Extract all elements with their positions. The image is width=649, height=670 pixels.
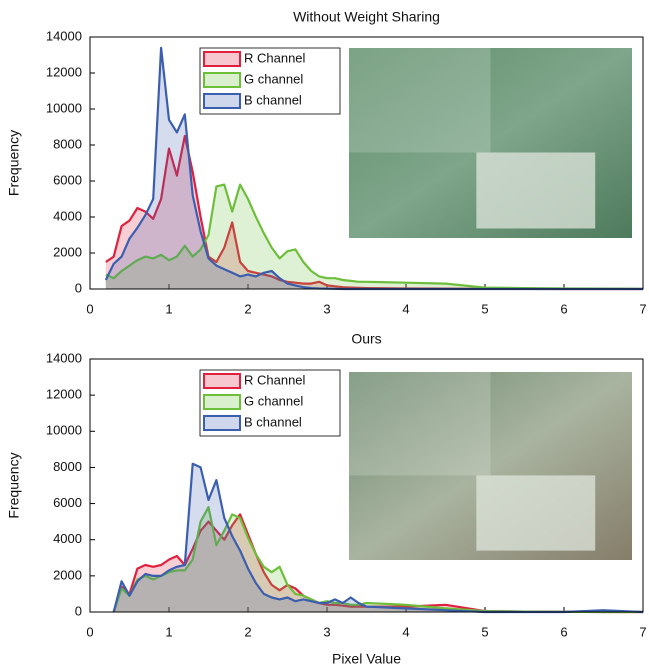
y-tick-label: 2000 xyxy=(53,244,82,259)
area-fill xyxy=(105,136,644,289)
legend-box xyxy=(199,47,341,115)
y-axis-label: Frequency xyxy=(6,130,22,196)
y-tick-label: 0 xyxy=(75,280,82,295)
legend-box xyxy=(199,369,341,437)
x-tick-label: 2 xyxy=(244,301,251,316)
legend-swatch xyxy=(203,415,241,431)
x-tick-label: 5 xyxy=(481,624,488,639)
plot-frame xyxy=(89,358,644,613)
series-line xyxy=(105,183,644,290)
photo-window xyxy=(349,48,491,153)
x-tick-label: 4 xyxy=(402,624,409,639)
legend-label: R Channel xyxy=(244,372,306,387)
x-tick-label: 6 xyxy=(560,624,567,639)
y-tick-label: 6000 xyxy=(53,172,82,187)
y-tick-label: 6000 xyxy=(53,495,82,510)
area-fill xyxy=(105,184,644,289)
x-tick-label: 7 xyxy=(639,301,646,316)
area-fill xyxy=(105,47,644,289)
legend-label: B channel xyxy=(244,414,302,429)
legend-swatch xyxy=(203,93,241,109)
x-tick-label: 5 xyxy=(481,301,488,316)
y-tick-label: 4000 xyxy=(53,531,82,546)
area-fill xyxy=(113,514,643,612)
legend-label: G channel xyxy=(244,393,303,408)
x-tick-label: 6 xyxy=(560,301,567,316)
x-tick-label: 1 xyxy=(165,301,172,316)
x-tick-label: 7 xyxy=(639,624,646,639)
x-tick-label: 3 xyxy=(323,624,330,639)
y-tick-label: 0 xyxy=(75,603,82,618)
legend-label: B channel xyxy=(244,92,302,107)
photo-cabinet xyxy=(476,152,596,229)
x-tick-label: 4 xyxy=(402,301,409,316)
legend-swatch xyxy=(203,51,241,67)
x-tick-label: 3 xyxy=(323,301,330,316)
legend-swatch xyxy=(203,394,241,410)
x-tick-label: 2 xyxy=(244,624,251,639)
photo-cabinet xyxy=(476,475,596,551)
legend-swatch xyxy=(203,72,241,88)
y-tick-label: 10000 xyxy=(46,423,82,438)
x-tick-label: 0 xyxy=(86,301,93,316)
y-tick-label: 14000 xyxy=(46,28,82,43)
photo-window xyxy=(349,372,491,476)
y-tick-label: 8000 xyxy=(53,136,82,151)
series-line xyxy=(112,462,644,614)
y-tick-label: 12000 xyxy=(46,387,82,402)
chart-title: Without Weight Sharing xyxy=(293,9,440,25)
y-tick-label: 8000 xyxy=(53,459,82,474)
y-tick-label: 4000 xyxy=(53,208,82,223)
area-fill xyxy=(113,463,643,612)
y-axis-label: Frequency xyxy=(6,452,22,518)
y-tick-label: 12000 xyxy=(46,64,82,79)
legend-label: G channel xyxy=(244,71,303,86)
x-tick-label: 1 xyxy=(165,624,172,639)
chart-title: Ours xyxy=(351,331,381,347)
x-tick-label: 0 xyxy=(86,624,93,639)
plot-frame xyxy=(89,36,644,290)
y-tick-label: 10000 xyxy=(46,100,82,115)
y-tick-label: 14000 xyxy=(46,350,82,365)
x-axis-label: Pixel Value xyxy=(332,651,401,667)
legend-swatch xyxy=(203,373,241,389)
y-tick-label: 2000 xyxy=(53,567,82,582)
legend-label: R Channel xyxy=(244,50,306,65)
